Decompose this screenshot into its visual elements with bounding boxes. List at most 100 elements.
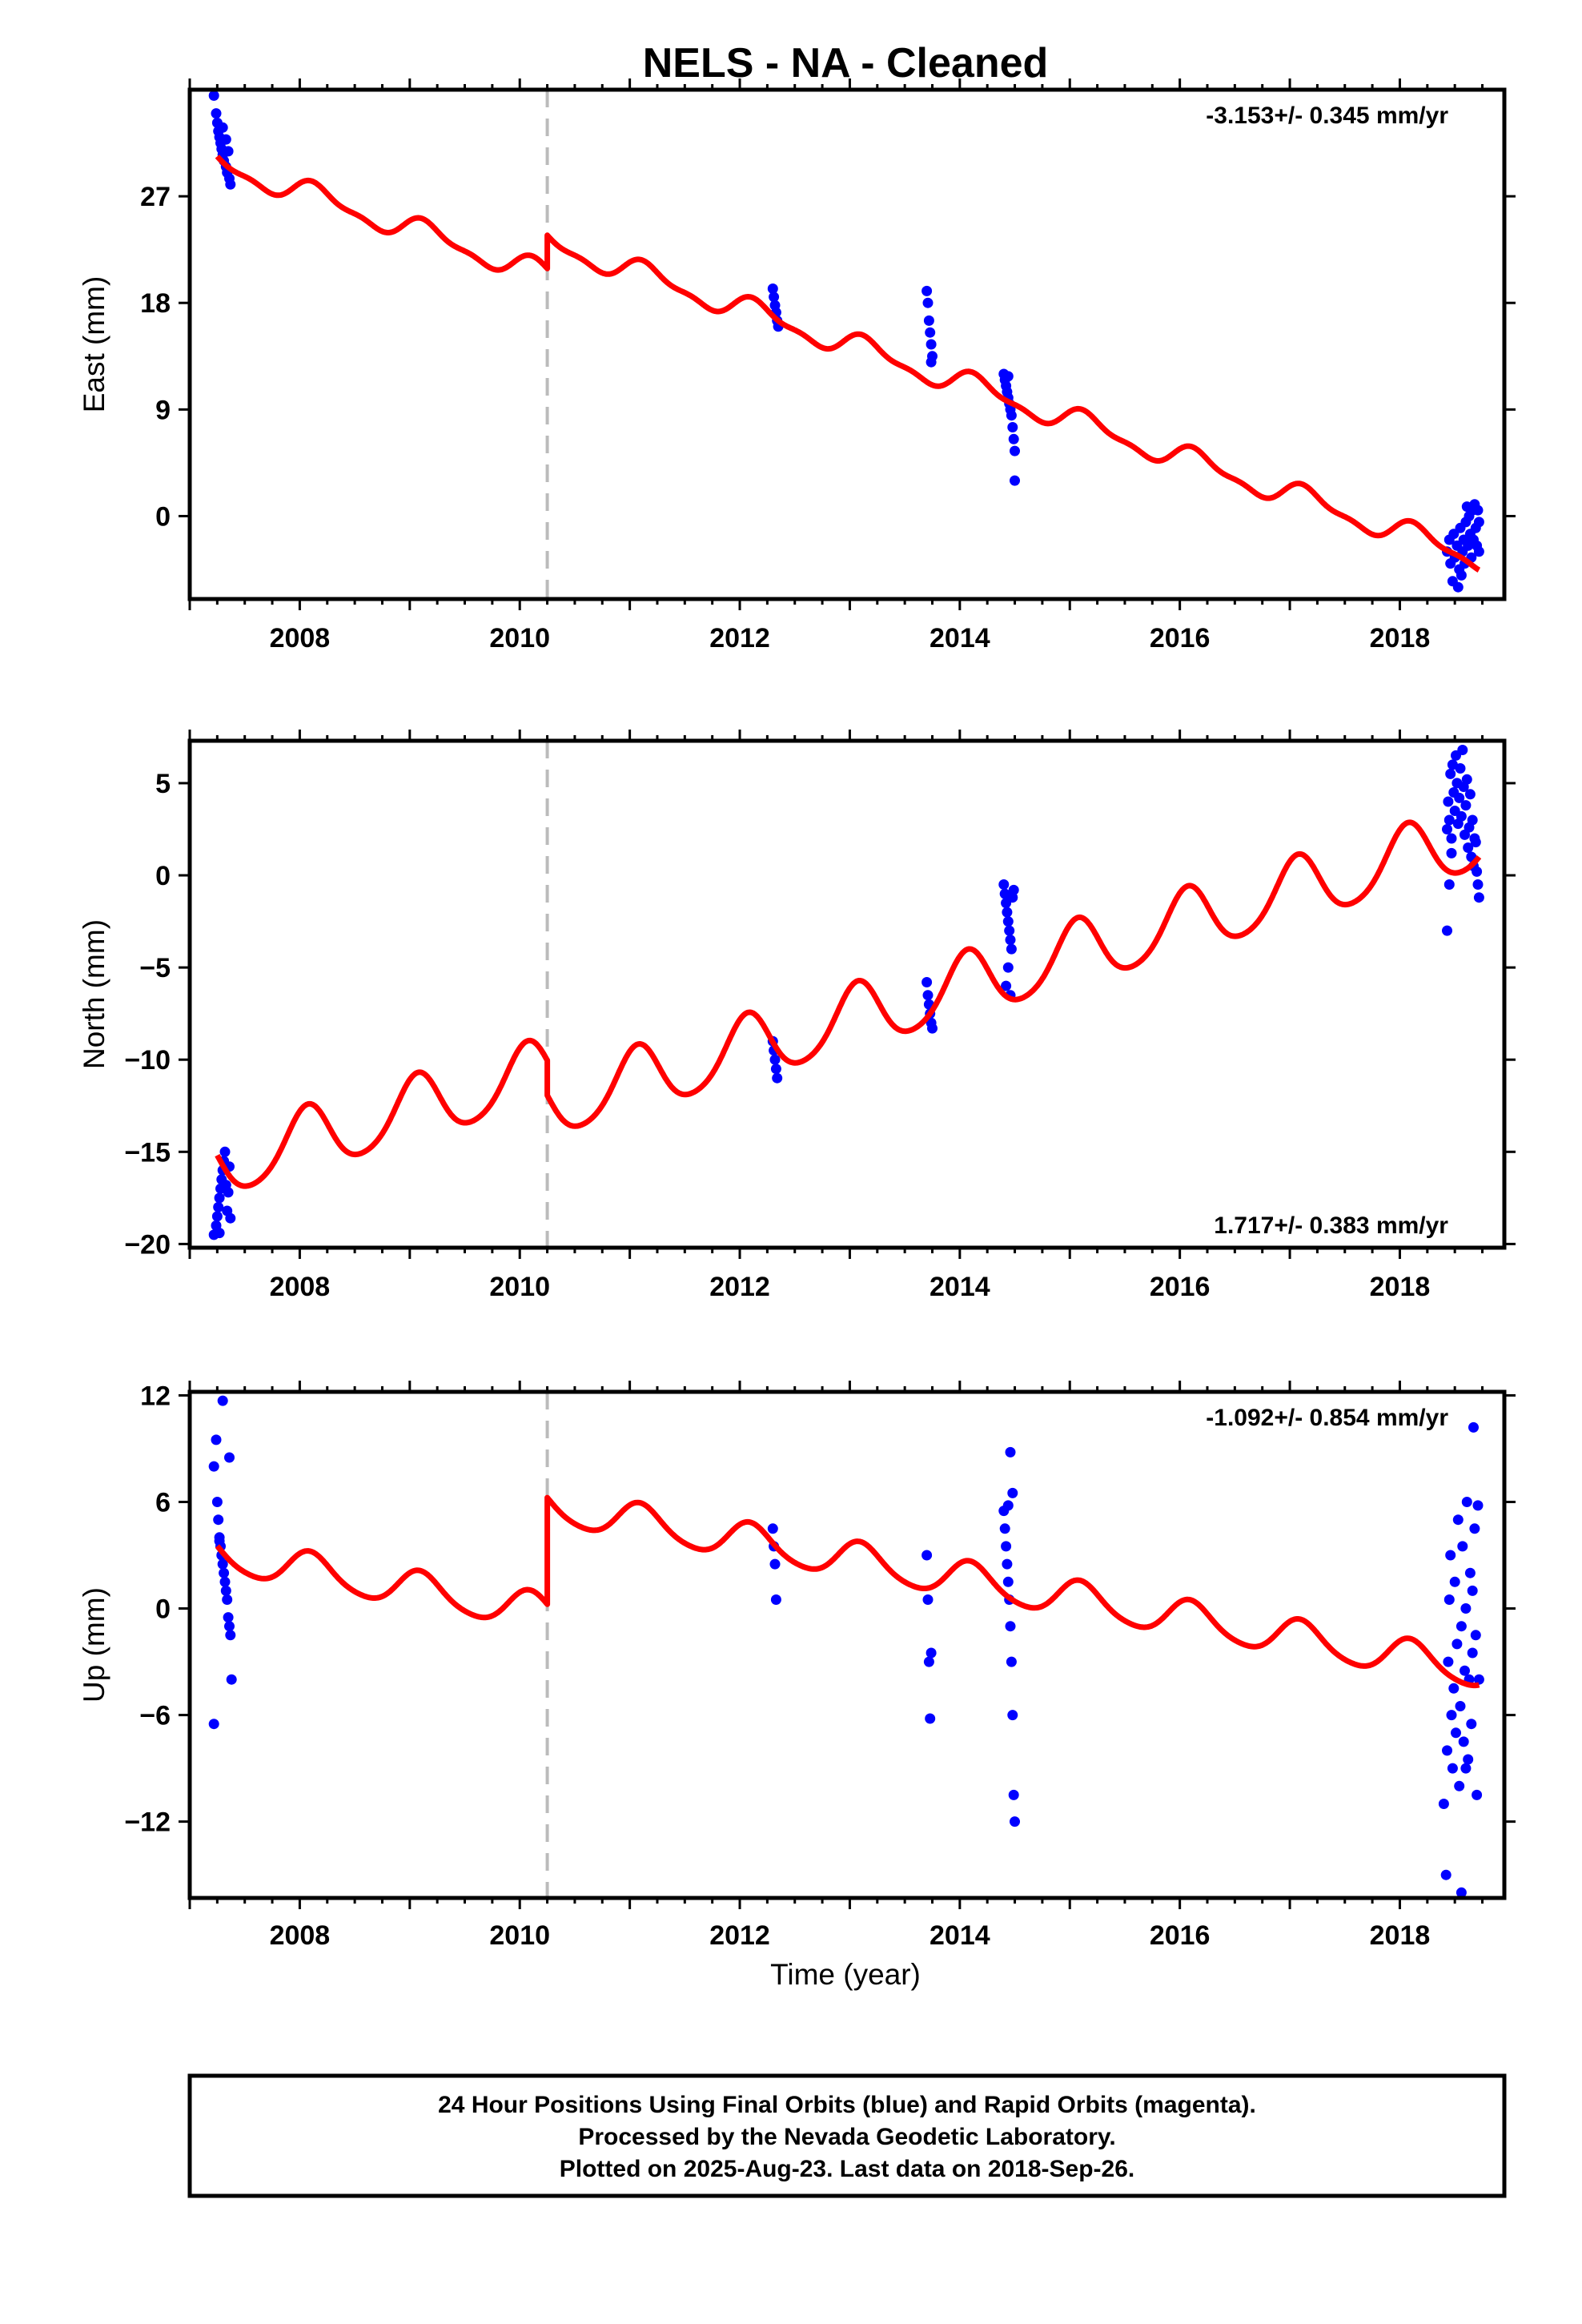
data-point bbox=[1440, 1869, 1452, 1880]
data-point bbox=[1452, 1638, 1463, 1650]
x-tick-label: 2018 bbox=[1370, 1272, 1431, 1302]
data-point bbox=[1001, 980, 1012, 991]
data-point bbox=[767, 1523, 778, 1534]
data-point bbox=[219, 1576, 231, 1587]
data-point bbox=[1007, 1710, 1018, 1721]
data-point bbox=[1010, 445, 1020, 456]
y-axis-label: East (mm) bbox=[78, 276, 110, 413]
data-point bbox=[1456, 1621, 1467, 1632]
data-point bbox=[211, 108, 222, 119]
data-point bbox=[213, 1201, 224, 1212]
data-point bbox=[217, 1395, 228, 1406]
x-tick-label: 2016 bbox=[1150, 1920, 1211, 1951]
data-point bbox=[1002, 1500, 1014, 1511]
data-point bbox=[922, 990, 934, 1001]
data-point bbox=[1464, 1567, 1476, 1578]
y-tick-label: −6 bbox=[139, 1701, 171, 1731]
data-point bbox=[1007, 1487, 1018, 1498]
data-point bbox=[1456, 1887, 1467, 1898]
x-tick-label: 2018 bbox=[1370, 623, 1431, 653]
data-point bbox=[922, 1594, 934, 1605]
data-point bbox=[1452, 581, 1464, 593]
data-point bbox=[1467, 1647, 1478, 1659]
data-point bbox=[1463, 1754, 1474, 1765]
data-points bbox=[208, 90, 1484, 593]
model-curve bbox=[215, 155, 1481, 573]
panel-north: 2008 2010 2012 2014 2016 2018 −20 −15 −10 −5 0 5 Nor… bbox=[78, 730, 1516, 1302]
data-point bbox=[1473, 892, 1484, 903]
data-point bbox=[1446, 1710, 1457, 1721]
data-point bbox=[926, 1647, 937, 1659]
data-point bbox=[208, 90, 219, 101]
x-tick-label: 2008 bbox=[270, 1272, 331, 1302]
data-point bbox=[1468, 1421, 1479, 1433]
rate-label: -1.092+/- 0.854 mm/yr bbox=[1206, 1405, 1448, 1431]
data-point bbox=[1442, 824, 1452, 834]
plot-frame bbox=[187, 87, 1507, 601]
data-point bbox=[1442, 1745, 1452, 1756]
data-point bbox=[1005, 935, 1016, 946]
data-point bbox=[1455, 763, 1466, 774]
data-point bbox=[769, 292, 780, 303]
data-point bbox=[1002, 962, 1014, 973]
y-tick-label: 6 bbox=[155, 1487, 171, 1518]
data-point bbox=[1460, 1665, 1470, 1676]
data-point bbox=[1454, 1780, 1465, 1791]
y-tick-label: 12 bbox=[140, 1381, 171, 1411]
data-point bbox=[225, 179, 236, 190]
plot-frame bbox=[187, 738, 1507, 1250]
data-point bbox=[1004, 925, 1015, 936]
y-tick-label: 18 bbox=[140, 288, 171, 319]
data-point bbox=[1443, 1656, 1454, 1667]
data-point bbox=[1470, 837, 1481, 848]
data-point bbox=[1007, 422, 1018, 432]
y-tick-label: −12 bbox=[124, 1807, 171, 1838]
data-point bbox=[1469, 1523, 1480, 1534]
data-point bbox=[1443, 796, 1454, 807]
data-point bbox=[217, 1558, 228, 1570]
data-point bbox=[770, 1594, 781, 1605]
data-point bbox=[225, 1212, 236, 1224]
data-point bbox=[1008, 1789, 1019, 1800]
data-point bbox=[1460, 1763, 1472, 1774]
footer-line-3: Plotted on 2025-Aug-23. Last data on 201… bbox=[560, 2156, 1135, 2182]
data-points bbox=[208, 1395, 1484, 1898]
data-point bbox=[1006, 943, 1017, 955]
data-point bbox=[1463, 842, 1474, 853]
panel-east: 2008 2010 2012 2014 2016 2018 0 9 18 27 East (mm) -… bbox=[78, 78, 1516, 653]
data-point bbox=[925, 327, 936, 338]
x-tick-label: 2012 bbox=[709, 623, 770, 653]
y-tick-label: 27 bbox=[140, 182, 171, 212]
y-tick-label: 0 bbox=[155, 861, 171, 891]
x-tick-label: 2014 bbox=[930, 623, 990, 653]
data-point bbox=[1008, 884, 1019, 895]
rate-label: -3.153+/- 0.345 mm/yr bbox=[1206, 103, 1448, 129]
data-point bbox=[1005, 1446, 1016, 1458]
data-point bbox=[1472, 879, 1484, 890]
data-point bbox=[1473, 1674, 1484, 1685]
data-point bbox=[1472, 1500, 1484, 1511]
data-point bbox=[1456, 810, 1467, 822]
data-point bbox=[1467, 1585, 1478, 1596]
data-point bbox=[1006, 410, 1017, 421]
data-point bbox=[922, 297, 934, 308]
data-point bbox=[926, 356, 937, 368]
data-point bbox=[1461, 501, 1472, 513]
data-point bbox=[998, 879, 1010, 890]
data-point bbox=[1445, 768, 1456, 779]
x-tick-label: 2010 bbox=[489, 1920, 550, 1951]
y-tick-label: −20 bbox=[124, 1229, 171, 1260]
x-axis-label: Time (year) bbox=[770, 1958, 921, 1991]
x-tick-label: 2012 bbox=[709, 1920, 770, 1951]
data-point bbox=[1008, 433, 1019, 444]
x-tick-label: 2008 bbox=[270, 623, 331, 653]
data-point bbox=[1445, 1550, 1456, 1561]
data-point bbox=[921, 977, 933, 987]
data-point bbox=[927, 1023, 938, 1034]
data-point bbox=[926, 339, 937, 350]
data-point bbox=[1449, 1576, 1460, 1587]
data-point bbox=[214, 1535, 225, 1546]
data-point bbox=[1454, 792, 1465, 803]
data-point bbox=[1438, 1799, 1449, 1809]
data-point bbox=[224, 1621, 235, 1632]
